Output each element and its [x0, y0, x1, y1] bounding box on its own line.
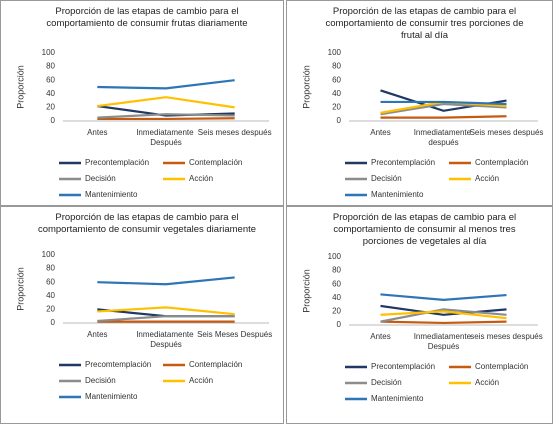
x-tick-label: Inmediatamente después: [414, 128, 474, 147]
y-tick-label: 20: [332, 307, 341, 316]
legend-label: Contemplación: [475, 362, 528, 371]
chart: Proporción 0 20 40 60 80 100 Antes Inmediatament…: [301, 252, 542, 403]
y-tick-label: 20: [332, 103, 341, 112]
chart-title: Proporción de las etapas de cambio para …: [37, 212, 257, 235]
chart: Proporción 0 20 40 60 80 100 Antes Inmediatament…: [15, 48, 272, 199]
x-tick-label: Antes: [87, 330, 107, 339]
x-tick-label-line: Inmediatamente: [414, 332, 474, 341]
x-tick-label: Seis meses después: [470, 128, 544, 137]
legend-label: Mantenimiento: [85, 392, 138, 401]
x-tick-label-line: Después: [150, 138, 182, 147]
legend-label: Decisión: [371, 378, 402, 387]
x-tick-label: Seis meses después: [198, 128, 272, 137]
y-tick-label: 100: [42, 250, 56, 259]
legend-label: Acción: [475, 378, 499, 387]
legend-label: Precontemplación: [371, 158, 435, 167]
legend-label: Contemplación: [189, 360, 242, 369]
x-tick-label: Inmediatamente Después: [136, 330, 196, 349]
chart: Proporción 0 20 40 60 80 100 Antes Inmediatament…: [301, 48, 544, 199]
legend-label: Acción: [189, 376, 213, 385]
y-axis-label: Proporción: [301, 65, 311, 109]
y-tick-label: 0: [337, 320, 342, 329]
y-tick-label: 60: [332, 75, 341, 84]
x-tick-label-line: Después: [428, 342, 460, 351]
legend-label: Decisión: [85, 376, 116, 385]
series-line: [97, 306, 235, 316]
legend-label: Mantenimiento: [371, 394, 424, 403]
y-tick-label: 0: [51, 116, 56, 125]
y-tick-label: 40: [332, 293, 341, 302]
y-tick-label: 40: [332, 89, 341, 98]
chart-panel: Proporción de las etapas de cambio para …: [286, 206, 553, 424]
legend-label: Decisión: [85, 174, 116, 183]
x-tick-label-line: Inmediatamente: [136, 128, 196, 137]
series-line: [380, 89, 507, 112]
series-line: [380, 293, 507, 301]
chart: Proporción 0 20 40 60 80 100 Antes Inmediatament…: [15, 250, 272, 401]
legend-label: Decisión: [371, 174, 402, 183]
y-tick-label: 0: [51, 318, 56, 327]
x-tick-label-line: después: [428, 138, 458, 147]
x-tick-label: Seis Meses Después: [197, 330, 272, 339]
legend-label: Mantenimiento: [371, 190, 424, 199]
legend-label: Precomtemplación: [85, 360, 151, 369]
y-axis-label: Proporción: [15, 65, 25, 109]
y-tick-label: 60: [46, 277, 55, 286]
y-tick-label: 0: [337, 116, 342, 125]
x-tick-label: seis meses después: [470, 332, 542, 341]
x-tick-label: Inmediatamente Después: [136, 128, 196, 147]
y-tick-label: 80: [46, 62, 55, 71]
chart-panel: Proporción de las etapas de cambio para …: [0, 0, 284, 206]
series-line: [97, 315, 235, 323]
y-tick-label: 80: [46, 264, 55, 273]
series-line: [97, 276, 235, 286]
series-line: [380, 308, 507, 323]
y-tick-label: 60: [46, 75, 55, 84]
y-tick-label: 40: [46, 291, 55, 300]
legend-label: Precontemplación: [371, 362, 435, 371]
series-line: [380, 304, 507, 316]
x-tick-label: Antes: [370, 332, 390, 341]
y-tick-label: 80: [332, 62, 341, 71]
legend-label: Acción: [475, 174, 499, 183]
chart-panel: Proporción de las etapas de cambio para …: [286, 0, 553, 206]
chart-title: Proporción de las etapas de cambio para …: [332, 212, 517, 247]
chart-title: Proporción de las etapas de cambio para …: [325, 6, 524, 41]
chart-panel: Proporción de las etapas de cambio para …: [0, 206, 284, 424]
y-tick-label: 60: [332, 279, 341, 288]
series-line: [380, 310, 507, 320]
series-line: [97, 117, 235, 121]
series-line: [97, 79, 235, 90]
legend-label: Contemplación: [189, 158, 242, 167]
x-tick-label-line: Inmediatamente: [414, 128, 474, 137]
y-tick-label: 100: [328, 252, 342, 261]
y-tick-label: 80: [332, 266, 341, 275]
chart-title: Proporción de las etapas de cambio para …: [46, 6, 248, 29]
x-tick-label: Antes: [87, 128, 107, 137]
y-tick-label: 20: [46, 305, 55, 314]
series-line: [97, 96, 235, 109]
legend-label: Acción: [189, 174, 213, 183]
y-tick-label: 100: [42, 48, 56, 57]
x-tick-label: Inmediatamente Después: [414, 332, 474, 351]
series-line: [380, 320, 507, 325]
y-axis-label: Proporción: [15, 267, 25, 311]
y-axis-label: Proporción: [301, 269, 311, 313]
series-line: [380, 100, 507, 106]
y-tick-label: 100: [328, 48, 342, 57]
y-tick-label: 20: [46, 103, 55, 112]
x-tick-label: Antes: [370, 128, 390, 137]
legend-label: Precontemplación: [85, 158, 149, 167]
x-tick-label-line: Después: [150, 340, 182, 349]
legend-label: Contemplación: [475, 158, 528, 167]
x-tick-label-line: Inmediatamente: [136, 330, 196, 339]
series-line: [380, 102, 507, 116]
series-line: [380, 115, 507, 119]
series-line: [97, 113, 235, 119]
legend-label: Mantenimiento: [85, 190, 138, 199]
y-tick-label: 40: [46, 89, 55, 98]
